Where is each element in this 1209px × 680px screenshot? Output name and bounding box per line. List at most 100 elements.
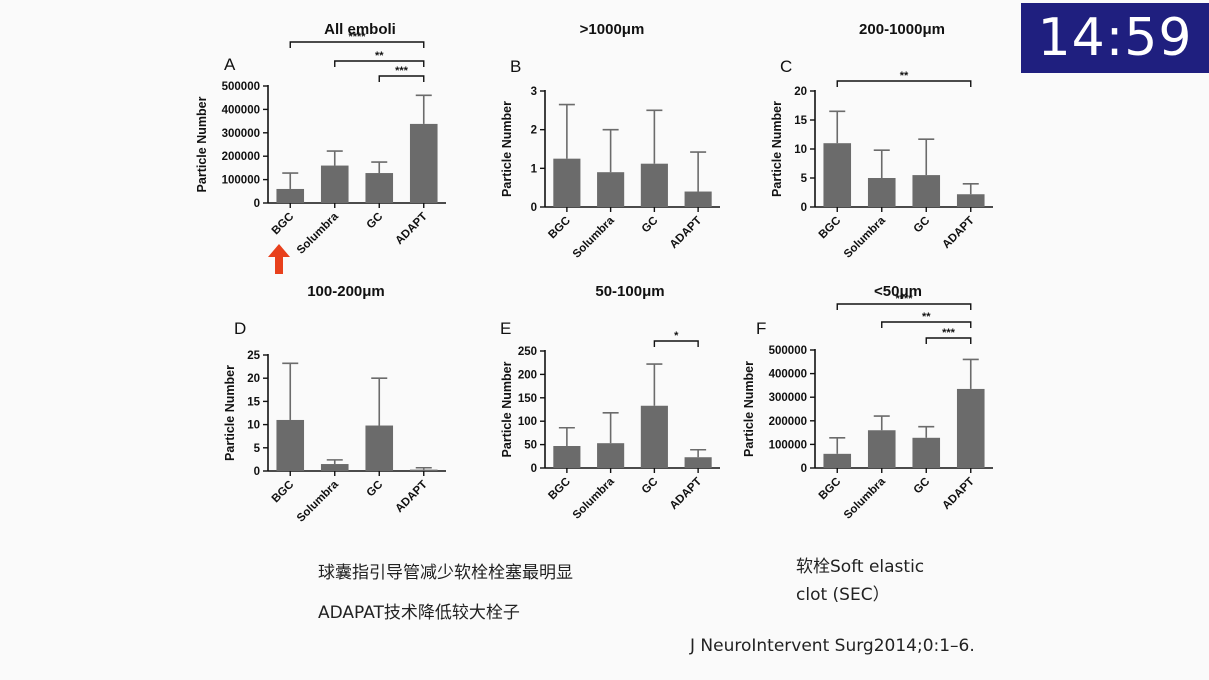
y-tick-label: 5 xyxy=(801,173,808,185)
significance-bracket xyxy=(881,321,972,328)
significance-label: *** xyxy=(942,327,956,339)
y-tick-label: 0 xyxy=(254,466,260,478)
bar-bgc xyxy=(553,446,581,468)
significance-label: **** xyxy=(348,31,366,43)
y-tick-label: 300000 xyxy=(769,392,807,404)
x-tick-label: ADAPT xyxy=(393,211,430,248)
x-tick-label: ADAPT xyxy=(393,479,430,516)
significance-bracket xyxy=(378,75,425,82)
sec-note-line-2: clot (SEC） xyxy=(796,585,890,605)
chart-title-d: 100-200μm xyxy=(307,283,385,300)
x-tick-label: ADAPT xyxy=(940,215,977,252)
significance-label: ** xyxy=(922,311,931,323)
y-tick-label: 200000 xyxy=(769,416,807,428)
note-line-2: ADAPAT技术降低较大栓子 xyxy=(318,603,520,623)
citation: J NeuroIntervent Surg2014;0:1–6. xyxy=(690,636,975,656)
bar-solumbra xyxy=(597,172,625,207)
bar-solumbra xyxy=(867,178,896,207)
y-tick-label: 15 xyxy=(794,115,807,127)
y-tick-label: 1 xyxy=(531,163,538,175)
bar-adapt xyxy=(409,469,438,471)
note-line-1: 球囊指引导管减少软栓栓塞最明显 xyxy=(318,563,573,583)
x-tick-label: GC xyxy=(912,476,933,497)
chart-title-c: 200-1000μm xyxy=(859,21,945,38)
panel-letter-d: D xyxy=(234,319,246,338)
bar-gc xyxy=(365,425,394,471)
significance-bracket xyxy=(836,303,972,310)
significance-label: * xyxy=(674,330,679,342)
significance-bracket xyxy=(289,41,425,48)
y-tick-label: 15 xyxy=(247,396,260,408)
x-tick-label: Solumbra xyxy=(842,214,888,260)
bar-solumbra xyxy=(320,165,349,203)
significance-bracket xyxy=(334,60,425,67)
y-tick-label: 100000 xyxy=(769,439,807,451)
panel-letter-f: F xyxy=(756,319,766,338)
bar-adapt xyxy=(956,388,985,468)
bar-bgc xyxy=(823,143,852,207)
significance-bracket xyxy=(925,337,972,344)
y-axis-label: Particle Number xyxy=(223,365,237,461)
y-tick-label: 20 xyxy=(247,373,260,385)
significance-label: **** xyxy=(895,293,913,305)
y-axis-label: Particle Number xyxy=(195,96,209,192)
bar-adapt xyxy=(684,191,712,207)
x-tick-label: GC xyxy=(640,215,661,236)
y-tick-label: 150 xyxy=(518,393,537,405)
y-tick-label: 100000 xyxy=(222,175,260,187)
y-tick-label: 0 xyxy=(531,202,537,214)
x-tick-label: BGC xyxy=(546,215,573,242)
x-tick-label: Solumbra xyxy=(295,210,341,256)
panel-letter-a: A xyxy=(224,55,236,74)
significance-bracket xyxy=(836,80,972,87)
y-tick-label: 0 xyxy=(801,202,807,214)
y-axis-label: Particle Number xyxy=(500,361,514,457)
x-tick-label: BGC xyxy=(270,211,297,238)
significance-label: ** xyxy=(375,50,384,62)
y-tick-label: 400000 xyxy=(222,104,260,116)
bar-solumbra xyxy=(597,443,625,468)
panel-letter-c: C xyxy=(780,57,792,76)
y-tick-label: 250 xyxy=(518,346,537,358)
bar-gc xyxy=(912,175,941,207)
bar-bgc xyxy=(276,419,305,471)
significance-bracket xyxy=(653,340,699,347)
y-tick-label: 20 xyxy=(794,86,807,98)
significance-label: ** xyxy=(900,70,909,82)
y-tick-label: 25 xyxy=(247,350,260,362)
y-tick-label: 400000 xyxy=(769,369,807,381)
chart-title-b: >1000μm xyxy=(580,21,645,38)
x-tick-label: GC xyxy=(365,211,386,232)
bar-bgc xyxy=(823,453,852,468)
y-tick-label: 0 xyxy=(531,463,537,475)
x-tick-label: Solumbra xyxy=(842,475,888,521)
panel-letter-e: E xyxy=(500,319,511,338)
bar-gc xyxy=(365,173,394,203)
y-tick-label: 0 xyxy=(801,463,807,475)
bar-solumbra xyxy=(320,464,349,471)
bar-adapt xyxy=(409,123,438,203)
y-tick-label: 100 xyxy=(518,416,537,428)
x-tick-label: ADAPT xyxy=(668,215,705,252)
y-axis-label: Particle Number xyxy=(500,101,514,197)
y-tick-label: 50 xyxy=(524,440,537,452)
x-tick-label: GC xyxy=(365,479,386,500)
panel-letter-b: B xyxy=(510,57,521,76)
bar-adapt xyxy=(956,194,985,207)
y-tick-label: 5 xyxy=(254,443,261,455)
y-tick-label: 2 xyxy=(531,125,537,137)
bar-adapt xyxy=(684,457,712,468)
x-tick-label: BGC xyxy=(817,476,844,503)
y-tick-label: 300000 xyxy=(222,128,260,140)
y-tick-label: 500000 xyxy=(769,345,807,357)
bar-solumbra xyxy=(867,430,896,468)
bar-gc xyxy=(640,405,668,468)
y-tick-label: 0 xyxy=(254,198,260,210)
x-tick-label: GC xyxy=(912,215,933,236)
chart-title-f: <50μm xyxy=(874,283,922,300)
bar-gc xyxy=(912,437,941,468)
x-tick-label: BGC xyxy=(817,215,844,242)
y-tick-label: 10 xyxy=(247,420,260,432)
x-tick-label: ADAPT xyxy=(668,476,705,513)
